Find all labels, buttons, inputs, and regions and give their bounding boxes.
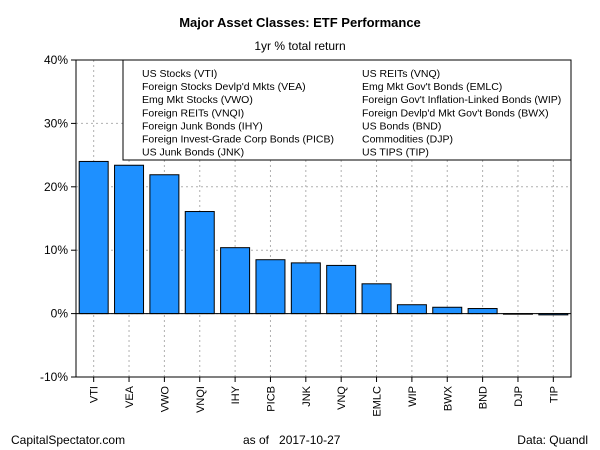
- as-of-label: as of: [243, 433, 270, 447]
- bar-bnd: [467, 308, 498, 315]
- y-tick-label: 10%: [44, 243, 68, 257]
- legend-entry: Emg Mkt Gov't Bonds (EMLC): [362, 81, 502, 93]
- x-tick-label: VNQ: [336, 386, 348, 410]
- bar-emlc: [361, 283, 392, 315]
- x-tick-label: WIP: [407, 386, 419, 407]
- bar-vnqi: [184, 211, 215, 315]
- legend-entry: US Stocks (VTI): [142, 68, 217, 80]
- legend-entry: US TIPS (TIP): [362, 147, 429, 159]
- bar-wip: [396, 304, 427, 315]
- as-of-date: 2017-10-27: [279, 433, 341, 447]
- y-tick-label: 30%: [44, 116, 68, 130]
- x-tick-label: PICB: [265, 386, 277, 412]
- legend-entry: Commodities (DJP): [362, 134, 453, 146]
- legend-entry: US REITs (VNQ): [362, 68, 440, 80]
- chart-title: Major Asset Classes: ETF Performance: [179, 15, 421, 30]
- footer-source-site: CapitalSpectator.com: [11, 433, 126, 447]
- x-tick-label: VWO: [159, 386, 171, 413]
- x-tick-label: EMLC: [372, 386, 384, 417]
- footer-as-of: as of 2017-10-27: [243, 433, 340, 447]
- footer-data-source: Data: Quandl: [517, 433, 588, 447]
- bar-vti: [78, 160, 109, 315]
- y-tick-label: 40%: [44, 53, 68, 67]
- x-tick-label: VEA: [124, 385, 136, 408]
- x-tick-label: BWX: [442, 385, 454, 411]
- y-tick-label: -10%: [40, 370, 68, 384]
- legend-entry: Foreign Devlp'd Mkt Gov't Bonds (BWX): [362, 107, 549, 119]
- x-tick-label: DJP: [513, 386, 525, 407]
- legend-entry: US Junk Bonds (JNK): [142, 147, 244, 159]
- legend-entry: Foreign Gov't Inflation-Linked Bonds (WI…: [362, 94, 561, 106]
- legend-entry: Foreign Invest-Grade Corp Bonds (PICB): [142, 134, 334, 146]
- legend-entry: US Bonds (BND): [362, 120, 441, 132]
- bar-vnq: [326, 264, 357, 315]
- x-tick-label: IHY: [230, 385, 242, 404]
- bar-vwo: [149, 174, 180, 315]
- bar-ihy: [220, 247, 251, 315]
- legend-entry: Foreign Junk Bonds (IHY): [142, 120, 263, 132]
- legend-entry: Foreign Stocks Devlp'd Mkts (VEA): [142, 81, 306, 93]
- bar-jnk: [290, 262, 321, 315]
- plot-frame: [75, 59, 572, 378]
- x-tick-label: TIP: [548, 386, 560, 403]
- x-tick-label: VNQI: [195, 386, 207, 413]
- legend-entry: Emg Mkt Stocks (VWO): [142, 94, 253, 106]
- bar-vea: [114, 164, 145, 315]
- y-tick-label: 0%: [51, 307, 69, 321]
- chart-subtitle: 1yr % total return: [254, 39, 346, 53]
- x-tick-label: JNK: [301, 385, 313, 406]
- x-tick-label: VTI: [89, 386, 101, 403]
- legend-entry: Foreign REITs (VNQI): [142, 107, 244, 119]
- x-tick-label: BND: [478, 386, 490, 409]
- y-tick-label: 20%: [44, 180, 68, 194]
- bar-picb: [255, 259, 286, 315]
- bar-bwx: [432, 306, 463, 315]
